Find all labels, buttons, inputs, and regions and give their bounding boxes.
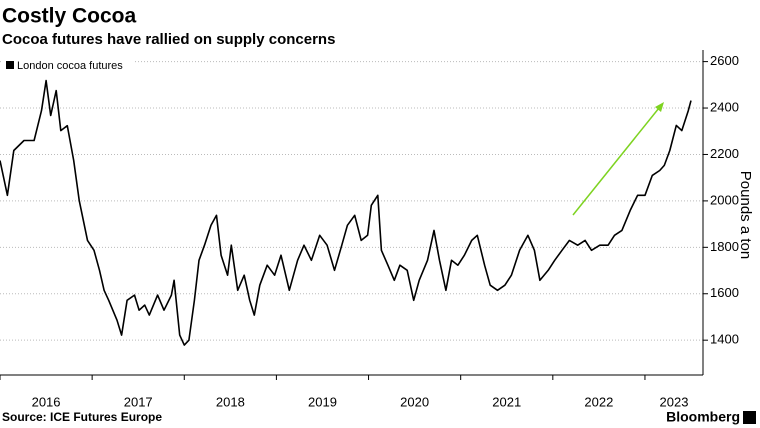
x-tick-label: 2018 bbox=[216, 394, 245, 409]
source: Source: ICE Futures Europe bbox=[2, 410, 162, 424]
brand-icon bbox=[743, 411, 756, 424]
y-axis-label: Pounds a ton bbox=[737, 171, 754, 259]
chart-subtitle: Cocoa futures have rallied on supply con… bbox=[2, 31, 335, 48]
x-tick-label: 2021 bbox=[492, 394, 521, 409]
trend-arrow-head bbox=[655, 102, 664, 112]
y-tick-label: 1800 bbox=[710, 239, 739, 254]
brand: Bloomberg bbox=[666, 409, 740, 425]
y-tick-label: 2600 bbox=[710, 53, 739, 68]
x-tick-label: 2020 bbox=[400, 394, 429, 409]
y-tick-label: 2200 bbox=[710, 146, 739, 161]
y-tick-label: 1600 bbox=[710, 285, 739, 300]
x-tick-label: 2023 bbox=[660, 394, 689, 409]
x-tick-label: 2019 bbox=[308, 394, 337, 409]
y-tick-label: 2000 bbox=[710, 192, 739, 207]
legend-swatch bbox=[6, 61, 14, 69]
data-line bbox=[0, 79, 692, 346]
trend-arrow bbox=[572, 107, 660, 216]
legend-box bbox=[2, 55, 134, 77]
x-tick-label: 2022 bbox=[584, 394, 613, 409]
legend-label: London cocoa futures bbox=[17, 60, 123, 72]
x-tick-label: 2016 bbox=[32, 394, 61, 409]
chart-title: Costly Cocoa bbox=[2, 5, 137, 28]
y-tick-label: 1400 bbox=[710, 332, 739, 347]
y-tick-label: 2400 bbox=[710, 99, 739, 114]
x-tick-label: 2017 bbox=[124, 394, 153, 409]
